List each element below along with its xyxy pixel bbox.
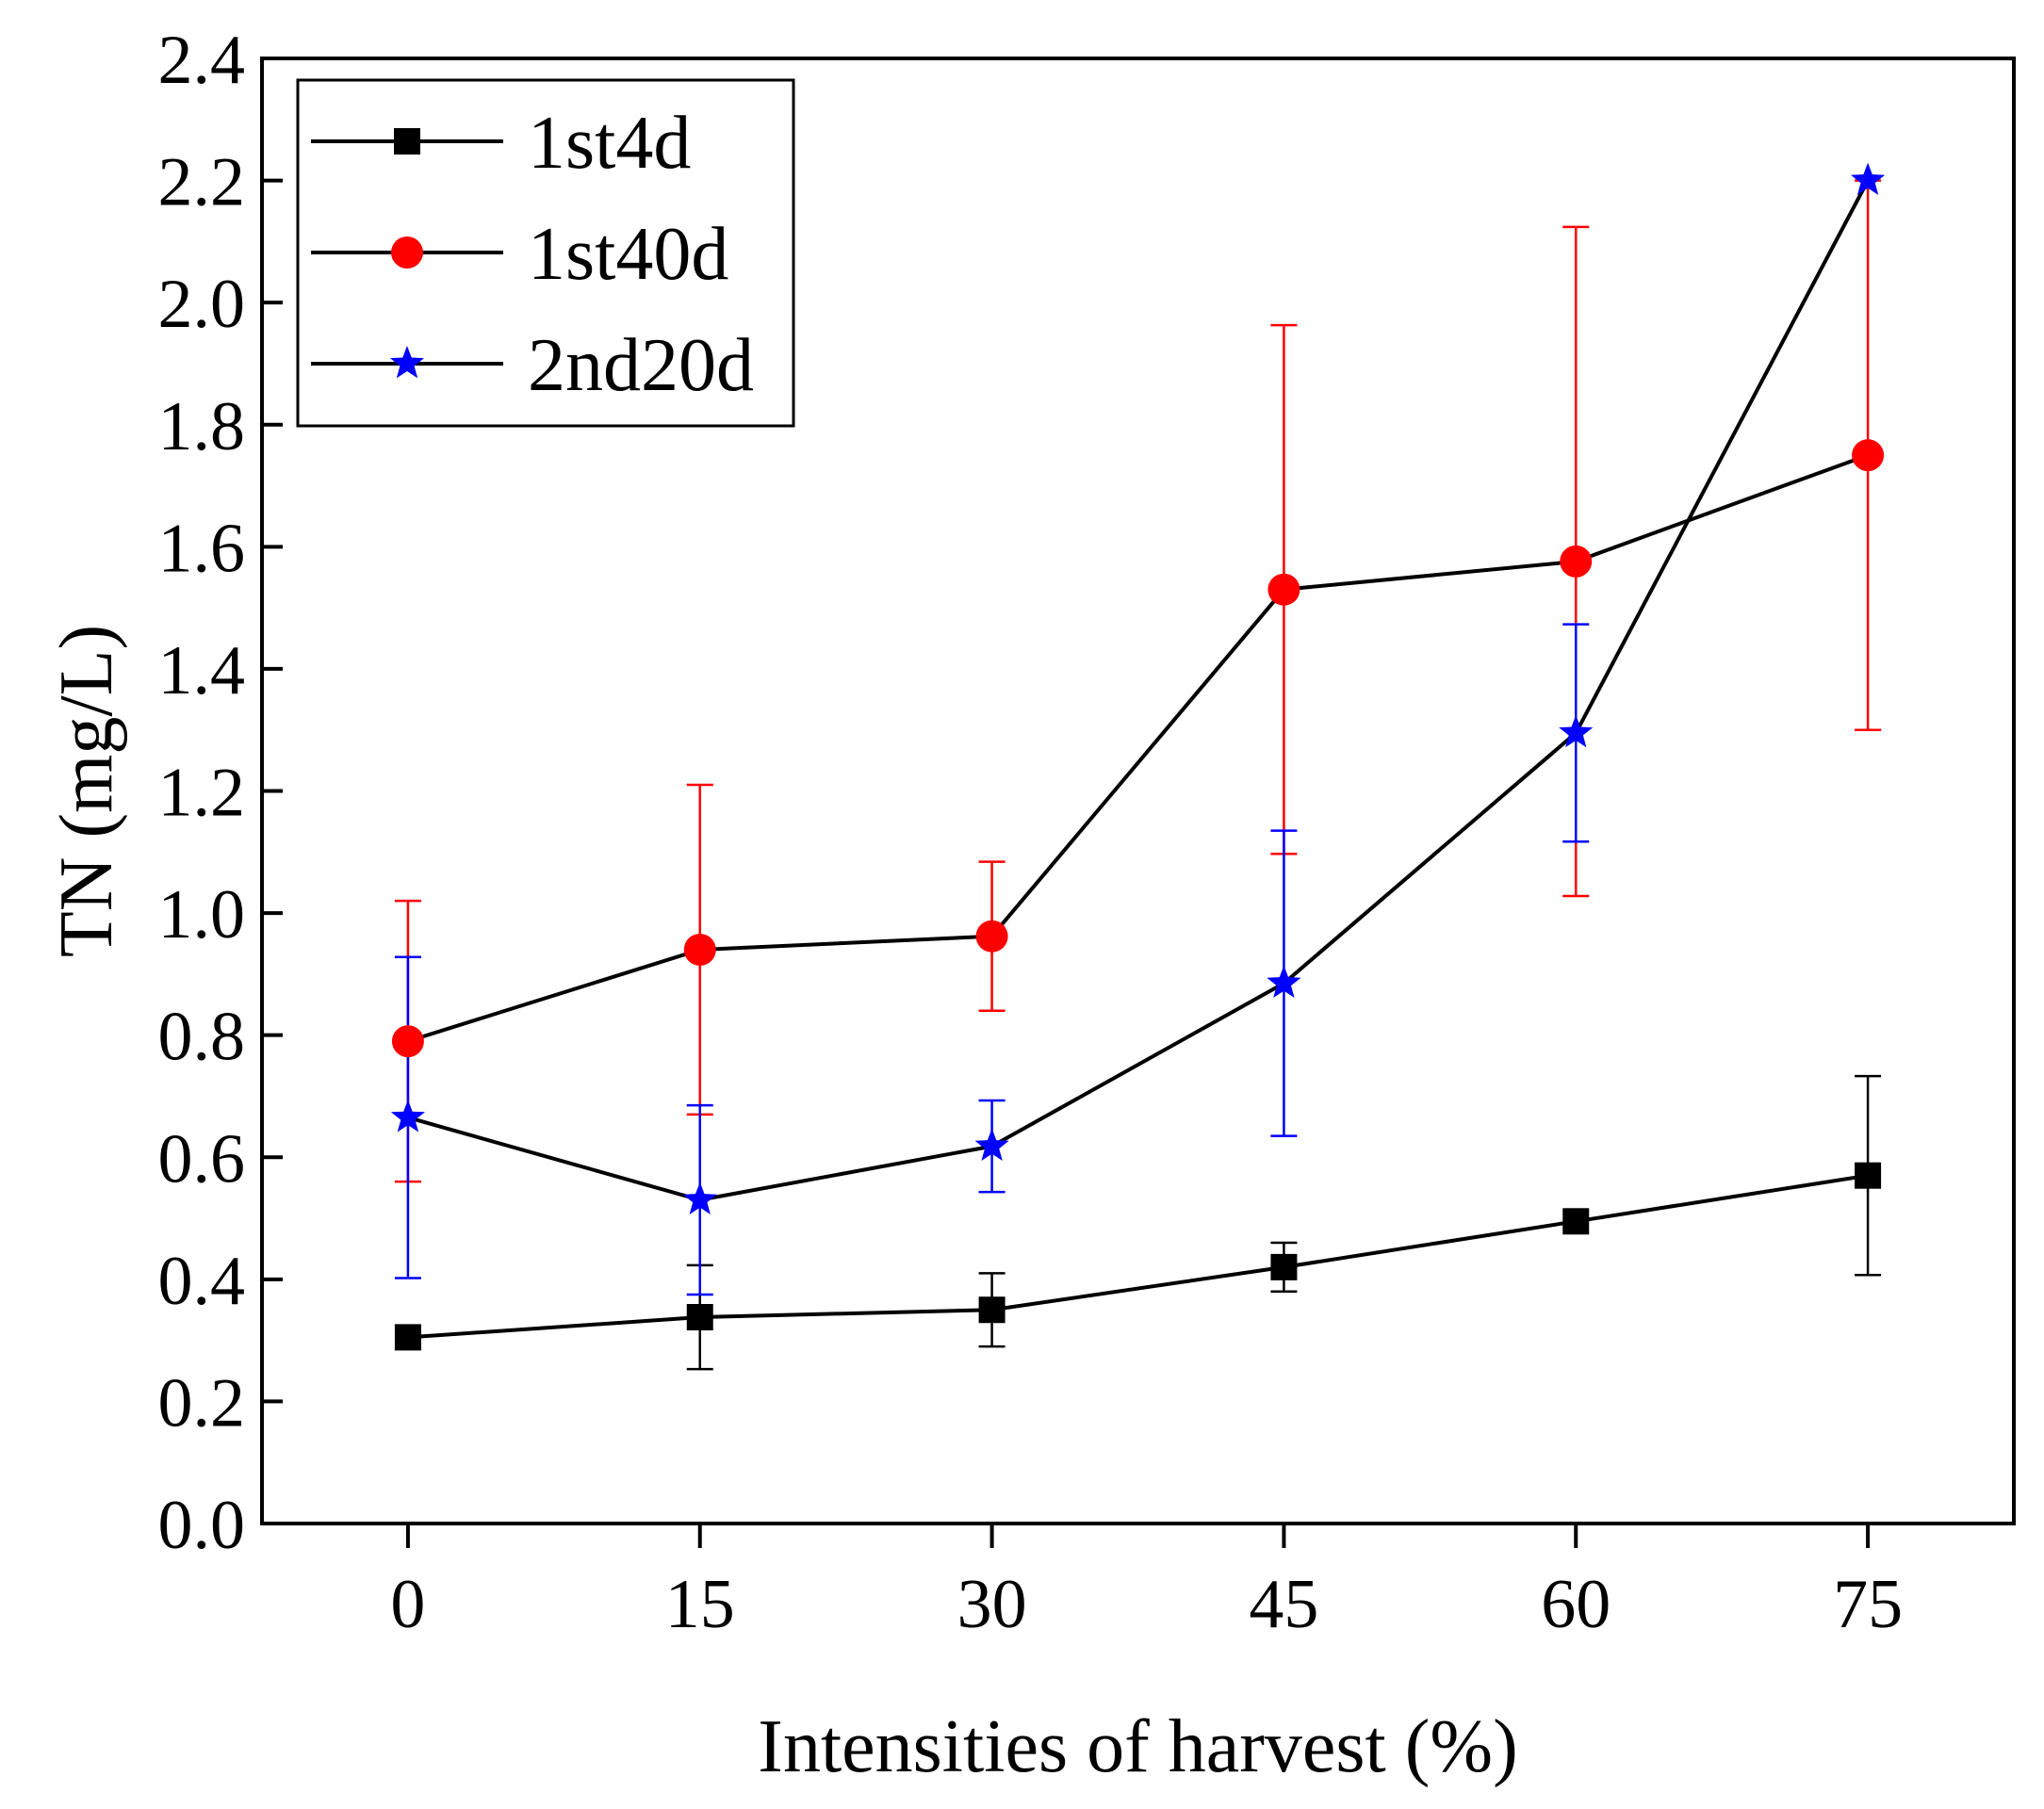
series-line-1st4d [407,1173,1869,1340]
y-axis: 0.0 0.2 0.4 0.6 0.8 1.0 1.2 1.4 1.6 1.8 2.0 2.2 2.4 [158,22,283,1564]
legend: 1st4d 1st40d 2nd20d [296,78,795,428]
legend-label: 2nd20d [528,324,754,407]
x-tick-label: 75 [1833,1566,1903,1643]
data-point [1267,965,1301,998]
y-tick-label: 0.4 [158,1243,246,1320]
y-tick-label: 2.0 [158,266,246,343]
y-tick-label: 1.0 [158,876,246,953]
data-point [974,1128,1009,1161]
markers-1st40d [391,439,1885,1058]
legend-label: 1st4d [528,102,691,185]
data-point [1851,162,1886,195]
legend-marker [389,346,425,379]
series-line-1st40d [407,453,1869,1044]
legend-marker [391,236,423,269]
markers-2nd20d [390,162,1886,1214]
y-tick-label: 1.8 [158,388,246,465]
x-axis-label: Intensities of harvest (%) [758,1705,1517,1788]
x-tick-label: 60 [1541,1566,1611,1643]
legend-label: 1st40d [528,213,728,296]
data-point [1560,545,1593,578]
data-point [686,1304,713,1331]
x-tick-label: 45 [1249,1566,1318,1643]
y-tick-label: 1.4 [158,632,246,709]
data-point [1855,1162,1882,1189]
data-point [1270,1253,1298,1280]
data-point [391,1025,424,1058]
y-tick-label: 1.2 [158,755,246,832]
series-layer [390,162,1886,1371]
legend-marker [394,128,420,155]
x-tick-label: 30 [957,1566,1027,1643]
y-axis-label: TN (mg/L) [45,625,128,957]
data-point [1852,439,1885,472]
data-point [978,1296,1006,1324]
data-point [1267,573,1300,606]
x-tick-label: 15 [665,1566,735,1643]
y-tick-label: 0.0 [158,1487,246,1564]
data-point [975,920,1008,953]
y-tick-label: 0.2 [158,1364,246,1442]
series-line-2nd20d [407,179,1870,1202]
x-tick-label: 0 [390,1566,425,1643]
data-point [1562,1208,1590,1235]
data-point [1559,714,1594,748]
data-point [682,1182,717,1214]
data-point [390,1100,425,1133]
y-tick-label: 2.2 [158,144,246,221]
y-tick-label: 0.6 [158,1120,246,1198]
y-tick-label: 0.8 [158,999,246,1076]
plot-frame [260,57,2016,1525]
x-axis: 0 15 30 45 60 75 [390,1524,1903,1643]
y-tick-label: 1.6 [158,510,246,587]
data-point [683,933,716,966]
data-point [394,1324,421,1351]
markers-1st4d [394,1162,1882,1351]
y-tick-label: 2.4 [158,22,246,99]
